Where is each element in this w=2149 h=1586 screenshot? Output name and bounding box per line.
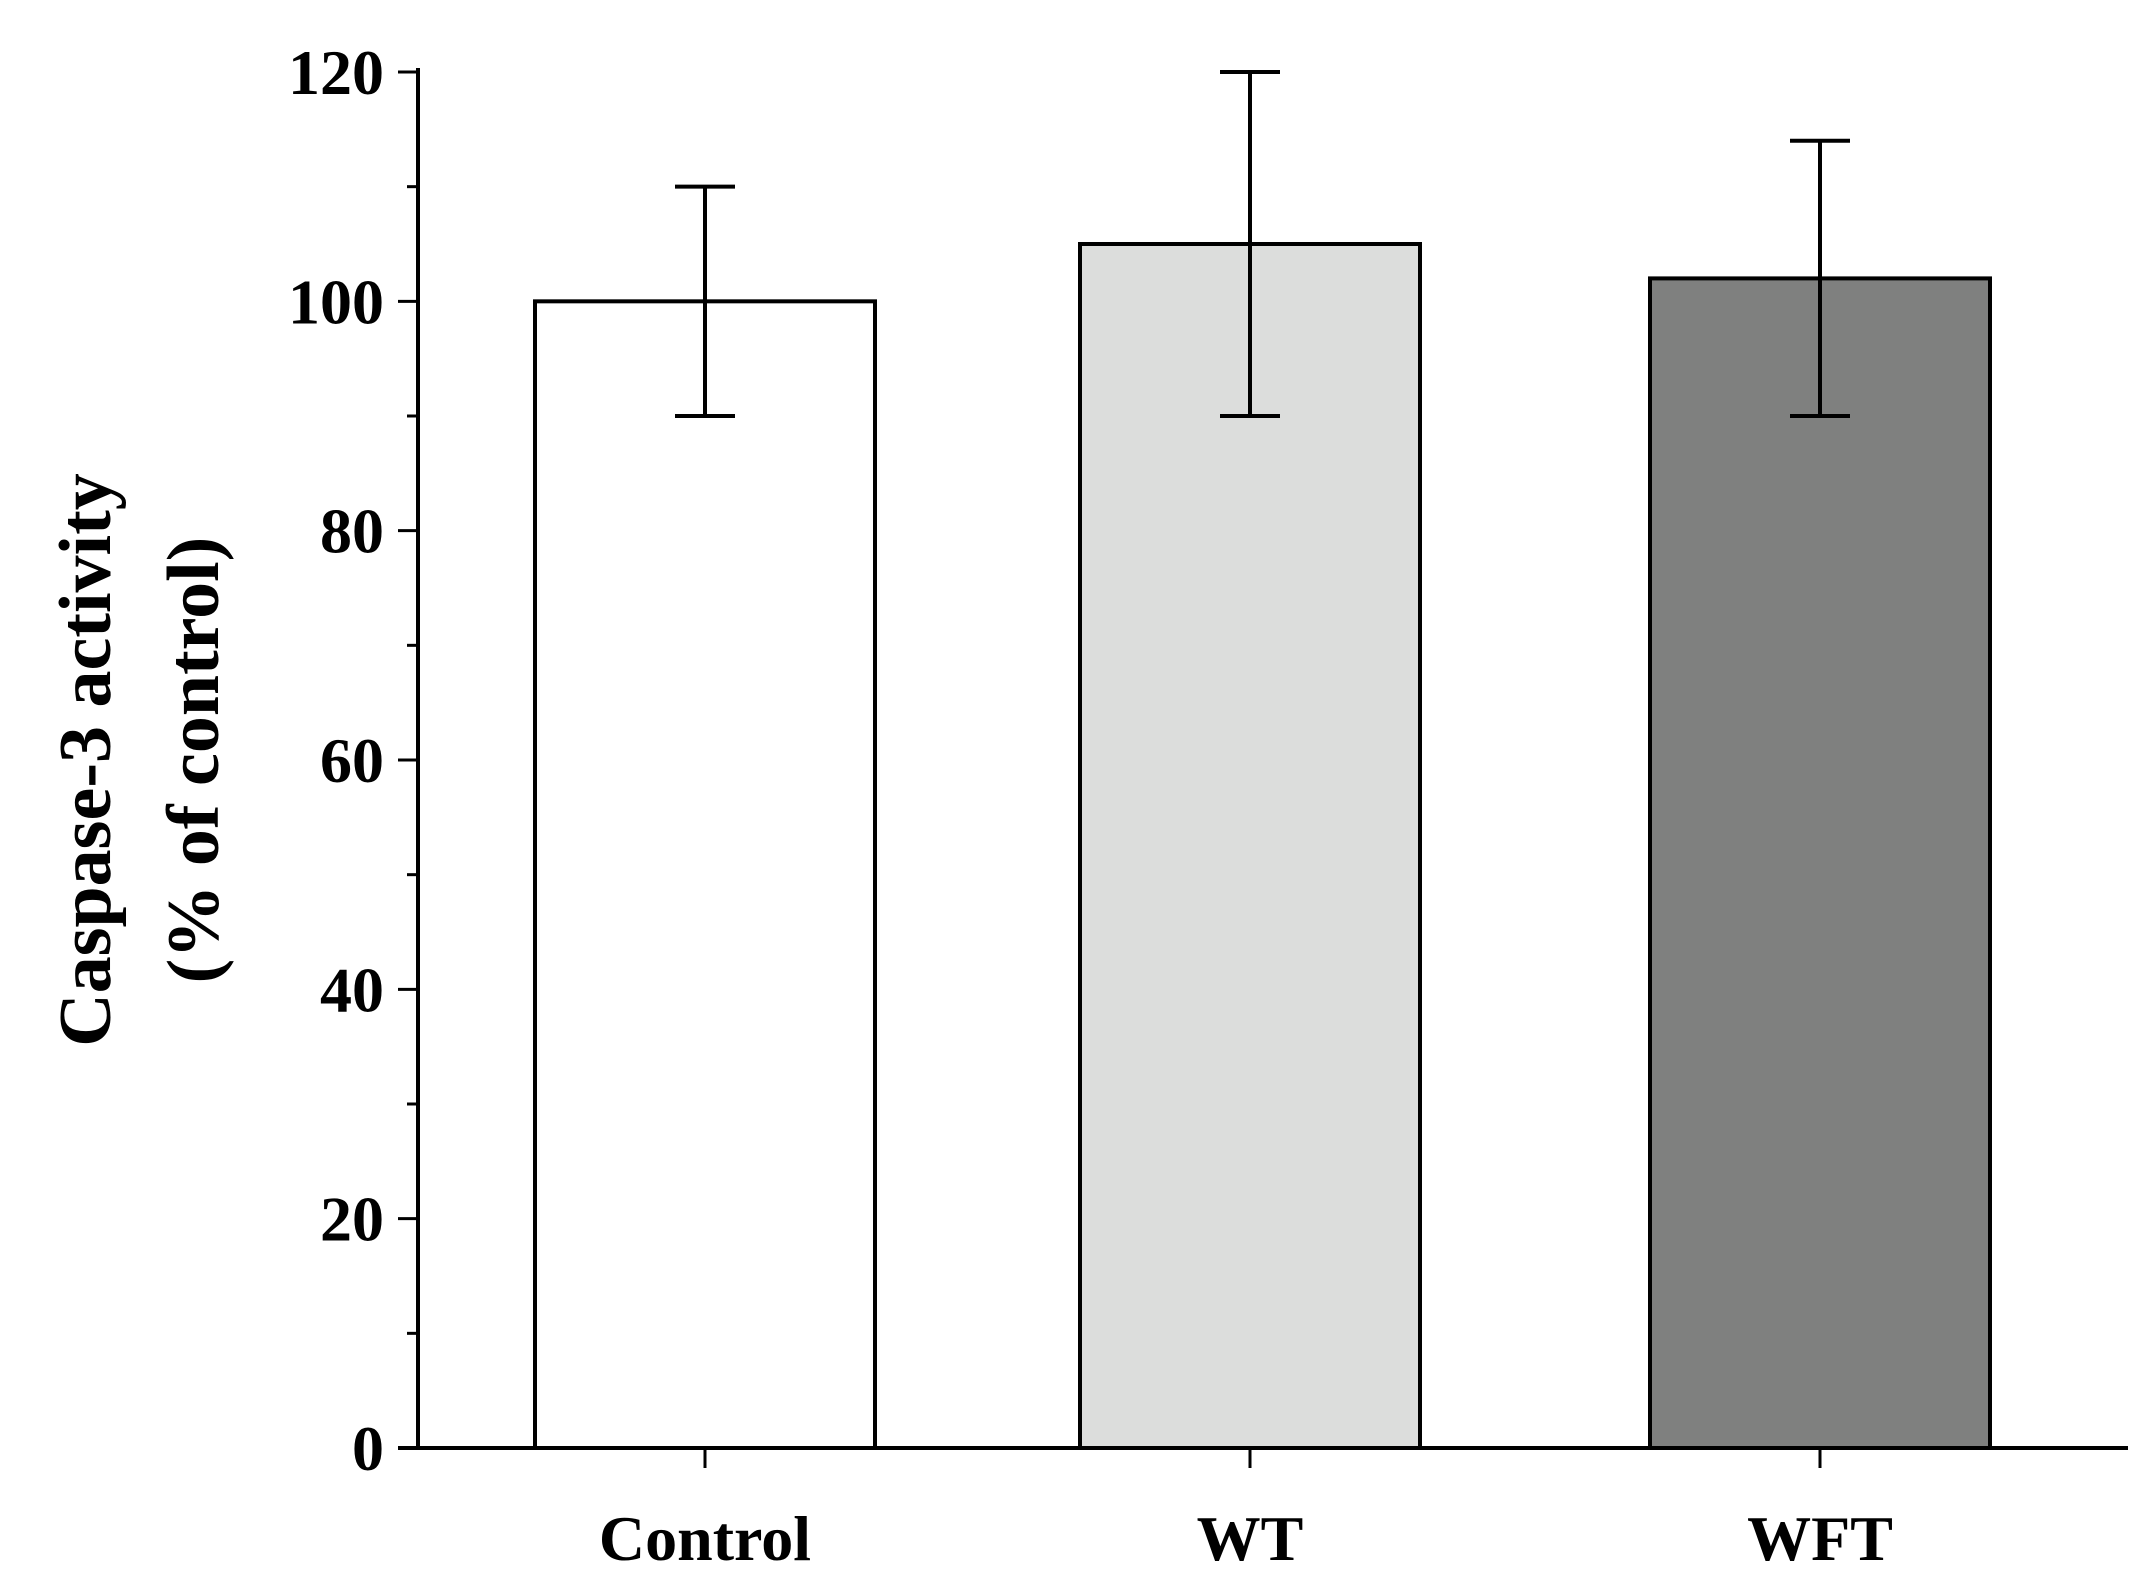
- y-tick-label: 0: [352, 1413, 384, 1484]
- y-tick-label: 20: [320, 1184, 384, 1255]
- error-bar-wft: [1790, 138, 1850, 418]
- bar-wt: [1078, 242, 1422, 1450]
- error-bar-control: [675, 184, 735, 418]
- y-axis-label-line-1: Caspase-3 activity: [45, 473, 127, 1046]
- x-tick-label: WFT: [1747, 1503, 1893, 1574]
- x-tick-label: WT: [1197, 1503, 1304, 1574]
- x-tick-label: Control: [599, 1503, 811, 1574]
- y-ticks-layer: 0 20 40 60 80 100 120: [288, 37, 418, 1484]
- y-axis-label: Caspase-3 activity (% of control): [45, 473, 235, 1046]
- error-bars-layer: [675, 70, 1850, 418]
- bar-control: [533, 299, 877, 1450]
- y-axis-label-line-2: (% of control): [153, 537, 235, 984]
- bars-layer: [533, 242, 1992, 1450]
- y-tick-label: 80: [320, 496, 384, 567]
- error-bar-wt: [1220, 70, 1280, 418]
- y-tick-label: 40: [320, 954, 384, 1025]
- y-tick-label: 120: [288, 37, 384, 108]
- bar-wft: [1648, 276, 1992, 1450]
- x-categories-layer: Control WT WFT: [599, 1448, 1893, 1574]
- y-tick-label: 100: [288, 266, 384, 337]
- y-tick-label: 60: [320, 725, 384, 796]
